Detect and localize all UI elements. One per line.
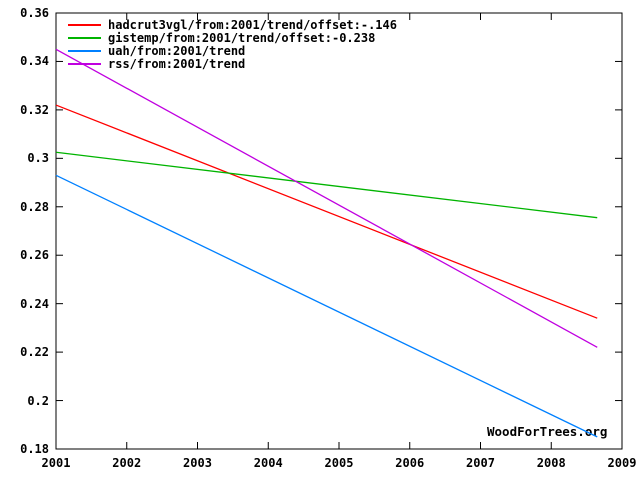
legend-label: rss/from:2001/trend (108, 56, 246, 71)
plot-border (55, 12, 623, 450)
series-line-3 (55, 48, 598, 348)
y-tick-label: 0.18 (20, 442, 49, 456)
x-tick-label: 2003 (183, 456, 212, 470)
y-tick-label: 0.36 (20, 6, 49, 20)
legend-item-rss: rss/from:2001/trend (68, 56, 246, 71)
series-line-0 (55, 104, 598, 319)
y-tick-label: 0.34 (20, 54, 49, 69)
x-tick-label: 2008 (536, 456, 566, 470)
series-line-1 (55, 151, 598, 219)
rss-line-swatch (68, 62, 101, 65)
woodfortrees-watermark: WoodForTrees.org (487, 424, 608, 439)
x-tick-label: 2005 (324, 456, 354, 470)
x-tick-label: 2007 (466, 456, 495, 470)
legend-item-hadcrut3vgl: hadcrut3vgl/from:2001/trend/offset:-.146 (68, 17, 397, 32)
x-tick-label: 2006 (395, 456, 425, 470)
legend-label: gistemp/from:2001/trend/offset:-0.238 (108, 30, 376, 45)
y-tick-label: 0.26 (20, 248, 49, 263)
y-tick-label: 0.24 (20, 296, 49, 311)
x-tick-label: 2002 (112, 456, 142, 470)
x-tick-label: 2001 (41, 456, 71, 470)
legend-label: uah/from:2001/trend (108, 43, 246, 58)
x-tick-label: 2004 (253, 456, 283, 470)
x-tick-label: 2009 (607, 456, 637, 470)
legend-item-uah: uah/from:2001/trend (68, 43, 246, 58)
y-tick-label: 0.3 (27, 151, 49, 166)
legend-item-gistemp: gistemp/from:2001/trend/offset:-0.238 (68, 30, 376, 45)
series-line-2 (55, 174, 598, 438)
hadcrut3vgl-line-swatch (68, 23, 101, 26)
y-tick-label: 0.22 (20, 345, 49, 360)
uah-line-swatch (68, 49, 101, 52)
y-tick-label: 0.32 (20, 102, 49, 117)
y-tick-label: 0.28 (20, 199, 49, 214)
gistemp-line-swatch (68, 36, 101, 39)
legend-label: hadcrut3vgl/from:2001/trend/offset:-.146 (108, 17, 397, 32)
y-tick-label: 0.2 (27, 393, 49, 408)
